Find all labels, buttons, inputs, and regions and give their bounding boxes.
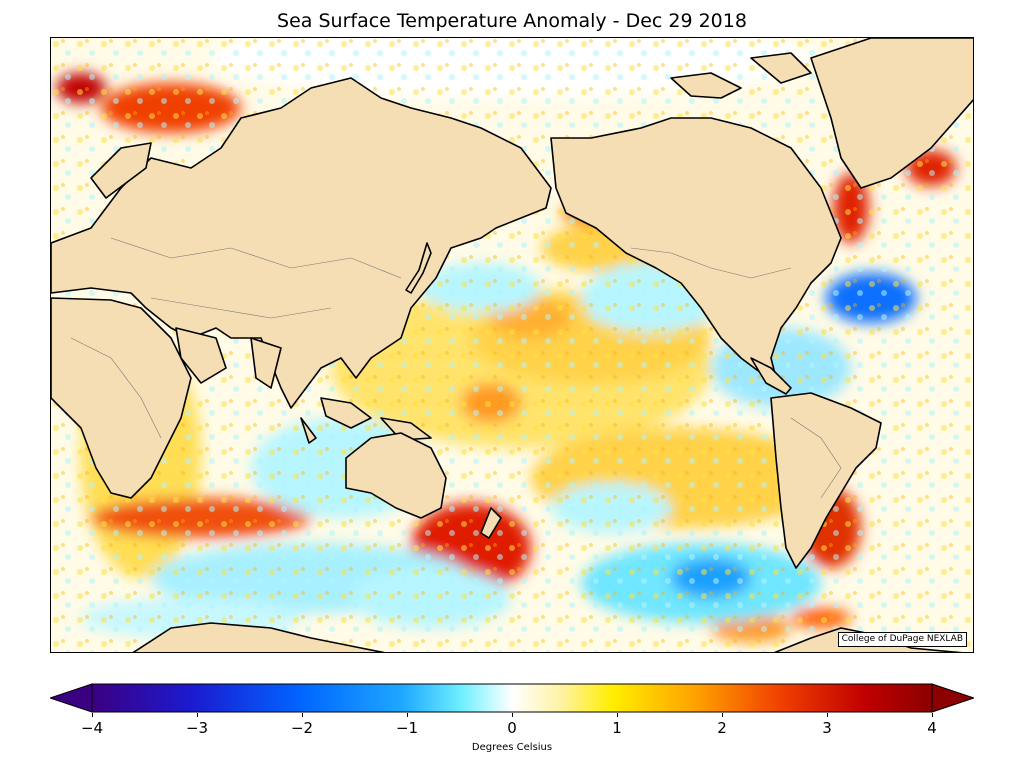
eurasia	[51, 77, 552, 409]
colorbar-low-extend	[50, 683, 93, 713]
tick-label: −2	[290, 719, 314, 737]
colorbar-ticks: −4 −3 −2 −1 0 1 2 3 4	[50, 713, 974, 743]
credit-label: College of DuPage NEXLAB	[837, 632, 967, 647]
tick-label: 4	[927, 719, 937, 737]
central-america	[750, 357, 792, 395]
scandinavia	[90, 142, 152, 199]
colorbar-gradient	[91, 683, 933, 713]
africa	[51, 297, 192, 499]
japan	[405, 242, 432, 294]
map-title: Sea Surface Temperature Anomaly - Dec 29…	[277, 10, 747, 32]
tick-mark	[827, 713, 828, 717]
tick-label: −1	[395, 719, 419, 737]
tick-mark	[92, 713, 93, 717]
tick-label: 2	[717, 719, 727, 737]
arabia-india	[175, 327, 282, 389]
tick-label: 3	[822, 719, 832, 737]
tick-label: −4	[80, 719, 104, 737]
australia	[345, 432, 447, 519]
anomaly-field	[51, 38, 973, 652]
tick-mark	[407, 713, 408, 717]
tick-label: −3	[185, 719, 209, 737]
tick-mark	[302, 713, 303, 717]
tick-mark	[617, 713, 618, 717]
south-america	[770, 392, 882, 569]
country-borders	[70, 237, 842, 499]
tick-mark	[197, 713, 198, 717]
tick-mark	[512, 713, 513, 717]
maritime-continent	[300, 397, 432, 444]
tick-mark	[722, 713, 723, 717]
tick-label: 0	[507, 719, 517, 737]
tick-label: 1	[612, 719, 622, 737]
greenland	[810, 38, 973, 189]
north-america	[550, 117, 842, 379]
new-zealand	[480, 507, 502, 539]
land-masses	[51, 38, 973, 652]
map-canvas	[51, 38, 973, 652]
sst-anomaly-map: College of DuPage NEXLAB	[50, 37, 974, 653]
colorbar	[50, 683, 974, 713]
colorbar-high-extend	[931, 683, 974, 713]
tick-mark	[932, 713, 933, 717]
arctic-islands	[670, 52, 812, 99]
colorbar-unit-label: Degrees Celsius	[471, 742, 553, 753]
